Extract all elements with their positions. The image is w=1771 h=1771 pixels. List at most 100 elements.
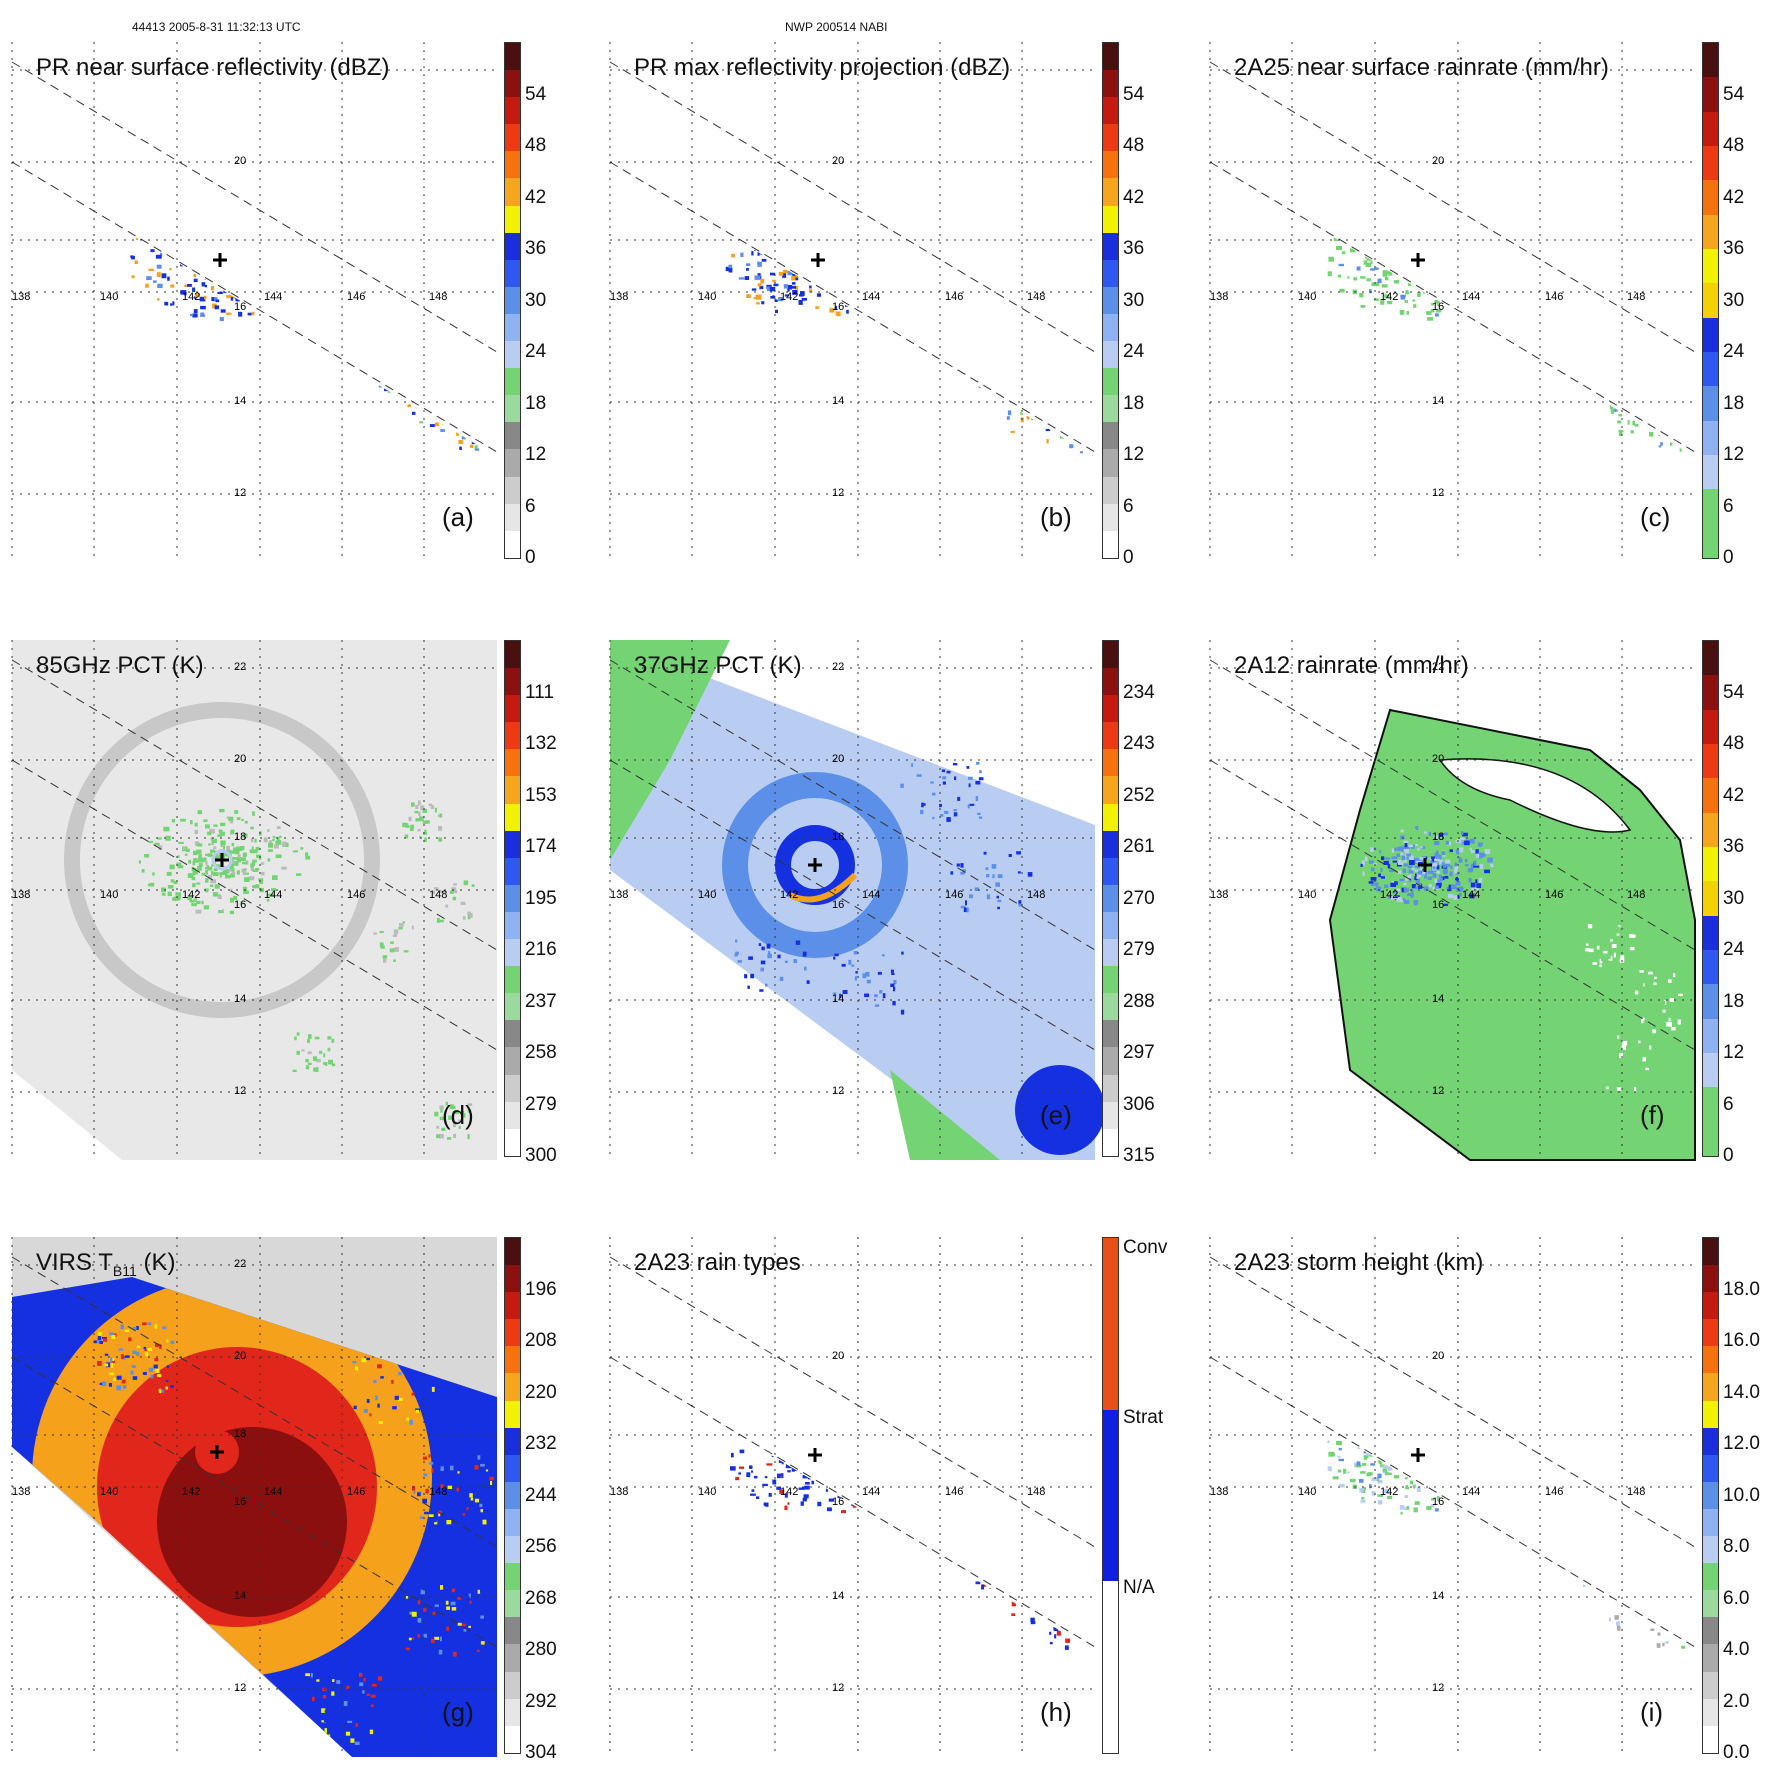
colorbar-tick-label: 292	[525, 1690, 557, 1712]
panel-title: 2A23 rain types	[634, 1249, 801, 1276]
colorbar-tick-label: 279	[1123, 939, 1155, 960]
colorbar-segment	[505, 1400, 520, 1428]
lon-label: 146	[347, 889, 365, 901]
storm-field	[138, 808, 311, 915]
map-f: 138 140 142 144 146 148 22 20 18 16 14 12	[1209, 640, 1696, 1161]
colorbar-tick-label: 258	[525, 1042, 557, 1063]
colorbar-segment	[505, 1265, 520, 1293]
lat-label: 22	[1432, 661, 1444, 673]
colorbar-segment	[1103, 422, 1118, 450]
rain-cells	[292, 800, 475, 1140]
colorbar-segment	[505, 205, 520, 233]
lat-label: 14	[832, 1590, 844, 1602]
colorbar-segment	[1703, 1725, 1718, 1753]
colorbar-segment	[1103, 341, 1118, 369]
colorbar-segment	[1703, 523, 1718, 558]
lon-label: 148	[429, 889, 447, 901]
map-a: 138 140 142 144 146 148 20 16 14 12	[11, 42, 498, 562]
lon-label: 140	[1298, 1486, 1316, 1498]
grid-labels: 138 140 142 144 146 148 20 16 14 12	[12, 155, 447, 499]
colorbar-tick-label: 174	[525, 836, 557, 857]
colorbar-segment	[1703, 489, 1718, 524]
panel-title: 37GHz PCT (K)	[634, 652, 802, 679]
panel-letter: (c)	[1640, 502, 1671, 532]
colorbar-segment	[505, 259, 520, 287]
lon-label: 142	[780, 291, 798, 303]
colorbar-segment	[1703, 386, 1718, 421]
colorbar-segment	[1703, 1121, 1718, 1156]
grid-labels: 138 140 142 144 146 148 22 20 18 16 14 12	[610, 661, 1045, 1097]
grid-labels: 138 140 142 144 146 148 22 20 18 16 14 12	[1210, 661, 1645, 1097]
lon-label: 138	[12, 291, 30, 303]
colorbar-segment	[1103, 259, 1118, 287]
rain-cells	[734, 762, 1033, 1015]
colorbar-segment	[1103, 993, 1118, 1021]
lat-lon-grid	[1209, 1237, 1696, 1757]
colorbar-tick-label: 36	[525, 238, 547, 259]
colorbar-segment	[1703, 1563, 1718, 1591]
lat-label: 16	[234, 1496, 246, 1508]
colorbar-segment	[505, 884, 520, 912]
colorbar-segment	[505, 368, 520, 396]
lon-label: 148	[1627, 1486, 1645, 1498]
storm-center-marker	[811, 253, 825, 267]
colorbar	[1102, 640, 1119, 1157]
colorbar-tick-label: 12	[1723, 444, 1745, 465]
colorbar-segment	[1103, 476, 1118, 504]
colorbar-segment	[1703, 1292, 1718, 1320]
colorbar-segment	[1103, 1047, 1118, 1075]
colorbar	[1702, 42, 1719, 559]
colorbar-segment	[505, 1563, 520, 1591]
storm-center-marker	[808, 858, 822, 872]
colorbar-segment	[1103, 966, 1118, 994]
colorbar-segment	[505, 1292, 520, 1320]
colorbar-segment	[1103, 857, 1118, 885]
colorbar-tick-label: 300	[525, 1145, 557, 1166]
colorbar-tick-label: 153	[525, 784, 557, 806]
lon-label: 138	[12, 1486, 30, 1498]
colorbar-segment	[1703, 351, 1718, 387]
colorbar-segment	[1103, 70, 1118, 98]
colorbar-segment	[505, 1238, 520, 1266]
colorbar-tick-label: 18	[1723, 392, 1745, 414]
lat-label: 12	[234, 1085, 246, 1097]
lon-label: 140	[698, 1486, 716, 1498]
colorbar	[1702, 1237, 1719, 1754]
colorbar-tick-label: Conv	[1123, 1237, 1168, 1258]
lat-label: 12	[1432, 1682, 1444, 1694]
colorbar-tick-label: 54	[1723, 83, 1745, 105]
colorbar-segment	[1103, 911, 1118, 940]
panel-letter: (i)	[1640, 1697, 1664, 1727]
lat-label: 16	[1432, 1496, 1444, 1508]
lat-label: 22	[234, 1258, 246, 1270]
colorbar-segment	[1703, 420, 1718, 455]
colorbar-segment	[505, 1346, 520, 1374]
colorbar-tick-label: 232	[525, 1433, 557, 1454]
colorbar-segment	[505, 1128, 520, 1156]
lat-label: 20	[234, 155, 246, 167]
colorbar-segment	[1103, 803, 1118, 831]
colorbar	[1102, 1237, 1119, 1754]
panel-letter: (e)	[1040, 1100, 1072, 1130]
colorbar-segment	[505, 668, 520, 696]
colorbar-segment	[1703, 1400, 1718, 1428]
colorbar-segment	[1703, 77, 1718, 112]
lon-label: 144	[862, 1486, 880, 1498]
colorbar-segment	[1703, 1373, 1718, 1401]
lat-label: 20	[1432, 753, 1444, 765]
colorbar-tick-label: 12.0	[1723, 1433, 1760, 1454]
colorbar	[504, 640, 521, 1157]
colorbar-tick-label: 6	[1123, 495, 1134, 517]
lon-label: 144	[1462, 1486, 1480, 1498]
colorbar-segment	[505, 503, 520, 531]
lat-label: 12	[832, 487, 844, 499]
colorbar-segment	[1703, 145, 1718, 181]
colorbar-segment	[1703, 1698, 1718, 1726]
colorbar-segment	[505, 1454, 520, 1482]
colorbar-segment	[1103, 1020, 1118, 1048]
panel-f: 138 140 142 144 146 148 22 20 18 16 14 12 2A12 rainr…	[1209, 640, 1771, 1166]
colorbar-tick-label: 268	[525, 1587, 557, 1609]
colorbar-segment	[1703, 778, 1718, 813]
colorbar-segment	[1703, 1265, 1718, 1293]
colorbar-segment	[505, 1074, 520, 1102]
